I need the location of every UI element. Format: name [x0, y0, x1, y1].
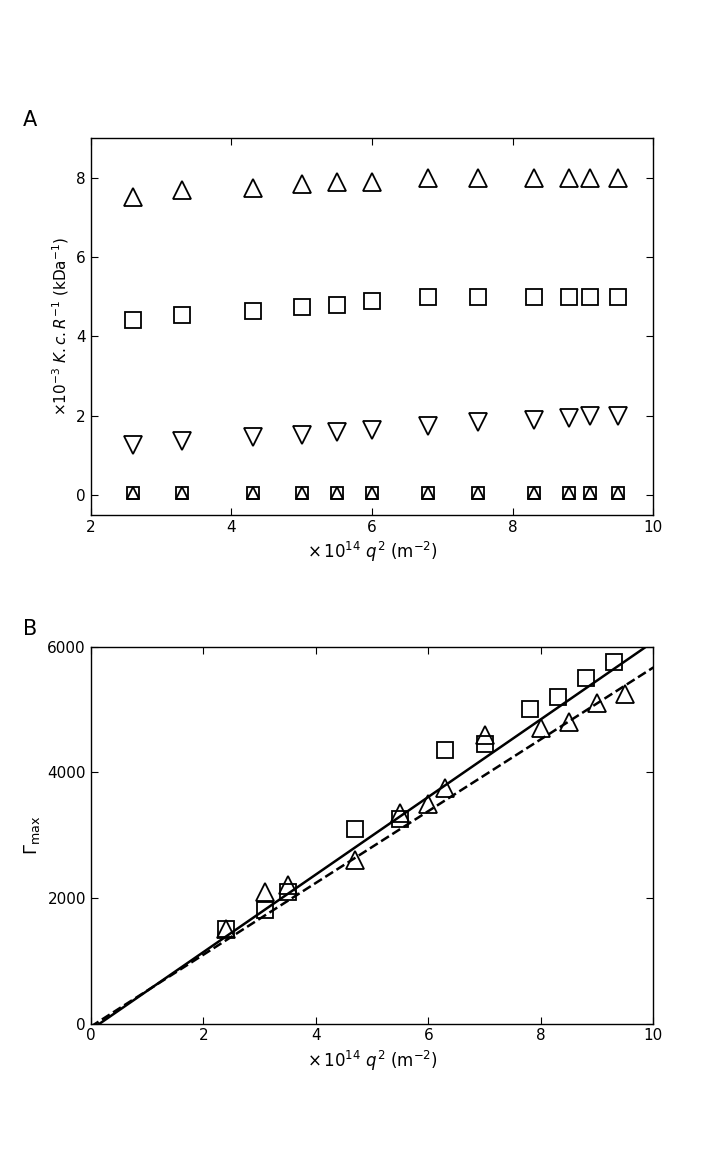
Text: A: A	[23, 110, 38, 130]
Y-axis label: $\times 10^{-3}\ K.c.R^{-1}\ \mathrm{(kDa^{-1})}$: $\times 10^{-3}\ K.c.R^{-1}\ \mathrm{(kD…	[50, 237, 70, 416]
X-axis label: $\times\,10^{14}\ q^2\ \mathrm{(m^{-2})}$: $\times\,10^{14}\ q^2\ \mathrm{(m^{-2})}…	[306, 540, 438, 565]
X-axis label: $\times\,10^{14}\ q^2\ \mathrm{(m^{-2})}$: $\times\,10^{14}\ q^2\ \mathrm{(m^{-2})}…	[306, 1049, 438, 1073]
Text: B: B	[23, 619, 38, 639]
Y-axis label: $\mathit{\Gamma}_{\mathrm{max}}$: $\mathit{\Gamma}_{\mathrm{max}}$	[22, 815, 41, 854]
